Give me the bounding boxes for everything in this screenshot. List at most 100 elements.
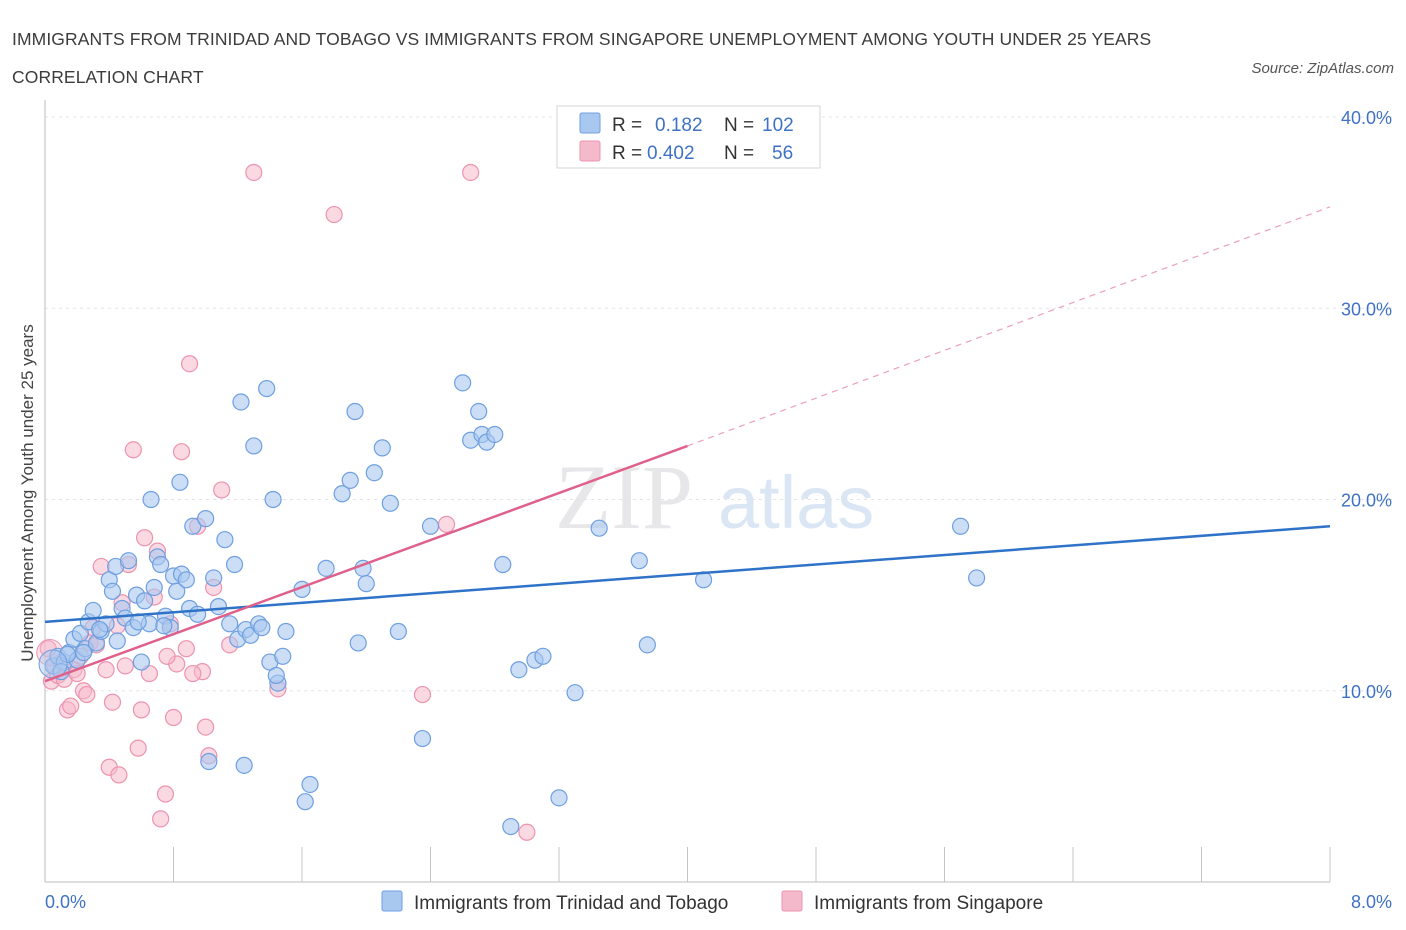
trinidad-point-9 bbox=[84, 601, 102, 620]
source-label: Source: ZipAtlas.com bbox=[1251, 60, 1394, 77]
tick-labels: 10.0% 20.0% 30.0% 40.0% 0.0% 8.0% bbox=[45, 108, 1392, 912]
bottom-legend-swatch-singapore bbox=[781, 890, 803, 912]
legend-r-value-1: 0.182 bbox=[655, 115, 703, 136]
bottom-legend-singapore: Immigrants from Singapore bbox=[814, 893, 1043, 914]
singapore-point-43 bbox=[213, 481, 231, 499]
singapore-point-53 bbox=[184, 664, 202, 683]
y-tick-label-2: 30.0% bbox=[1341, 299, 1392, 319]
trinidad-point-31 bbox=[177, 571, 195, 589]
trinidad-point-81 bbox=[550, 789, 568, 807]
singapore-point-32 bbox=[156, 785, 175, 803]
singapore-point-41 bbox=[197, 718, 215, 736]
trinidad-point-65 bbox=[373, 439, 391, 457]
trinidad-point-50 bbox=[264, 490, 282, 509]
trinidad-point-45 bbox=[245, 437, 263, 455]
trinidad-point-34 bbox=[188, 605, 207, 623]
singapore-point-22 bbox=[116, 657, 134, 675]
trinidad-point-96 bbox=[142, 490, 160, 509]
trinidad-point-69 bbox=[421, 517, 440, 535]
x-tick-label-0: 0.0% bbox=[45, 892, 86, 912]
x-tick-label-1: 8.0% bbox=[1351, 892, 1392, 912]
bottom-legend: Immigrants from Trinidad and Tobago Immi… bbox=[381, 890, 1043, 914]
bottom-legend-trinidad: Immigrants from Trinidad and Tobago bbox=[414, 893, 728, 914]
singapore-point-25 bbox=[129, 739, 147, 757]
y-axis-label: Unemployment Among Youth under 25 years bbox=[18, 324, 37, 661]
trinidad-point-14 bbox=[103, 582, 122, 600]
trinidad-point-61 bbox=[349, 634, 367, 652]
trinidad-point-48 bbox=[258, 379, 276, 398]
trinidad-point-85 bbox=[638, 636, 656, 654]
singapore-point-47 bbox=[325, 205, 343, 224]
trinidad-point-70 bbox=[454, 374, 472, 392]
singapore-point-31 bbox=[152, 810, 170, 828]
trinidad-point-101 bbox=[267, 666, 285, 685]
trinidad-point-40 bbox=[225, 555, 244, 574]
chart-title: IMMIGRANTS FROM TRINIDAD AND TOBAGO VS I… bbox=[12, 29, 1152, 87]
trinidad-point-63 bbox=[357, 575, 375, 593]
trinidad-point-38 bbox=[216, 531, 234, 549]
trinidad-point-98 bbox=[171, 473, 189, 491]
trinidad-point-91 bbox=[74, 643, 93, 662]
singapore-point-55 bbox=[110, 766, 128, 784]
trinidad-point-100 bbox=[235, 756, 253, 774]
trinidad-point-80 bbox=[534, 647, 552, 665]
legend-n-value-1: 102 bbox=[762, 115, 794, 136]
trinidad-point-78 bbox=[510, 661, 528, 679]
singapore-point-49 bbox=[437, 515, 456, 533]
singapore-point-17 bbox=[97, 661, 115, 679]
trinidad-point-23 bbox=[145, 578, 163, 597]
watermark-atlas: atlas bbox=[718, 461, 874, 544]
legend-r-value-2: 0.402 bbox=[647, 143, 695, 164]
singapore-point-51 bbox=[518, 823, 536, 841]
singapore-point-24 bbox=[124, 441, 142, 459]
trinidad-point-67 bbox=[389, 622, 407, 641]
legend-n-label-2: N = bbox=[724, 143, 754, 164]
trend-lines bbox=[44, 206, 1331, 683]
y-tick-label-0: 10.0% bbox=[1341, 682, 1392, 702]
legend-swatch-singapore bbox=[579, 140, 601, 162]
series-singapore-points bbox=[36, 163, 536, 841]
singapore-point-36 bbox=[172, 443, 191, 461]
trinidad-point-59 bbox=[341, 471, 359, 489]
legend-n-label-1: N = bbox=[724, 115, 754, 136]
trinidad-point-55 bbox=[296, 793, 314, 811]
singapore-point-50 bbox=[462, 163, 480, 182]
trinidad-point-92 bbox=[91, 620, 109, 639]
trinidad-point-21 bbox=[135, 592, 154, 610]
singapore-point-34 bbox=[164, 708, 183, 727]
trinidad-point-97 bbox=[155, 617, 173, 635]
trinidad-point-15 bbox=[108, 632, 126, 650]
singapore-point-27 bbox=[135, 529, 154, 547]
trinidad-point-20 bbox=[132, 653, 150, 671]
trinidad-point-57 bbox=[317, 559, 335, 577]
trinidad-point-82 bbox=[566, 684, 584, 702]
y-tick-label-3: 40.0% bbox=[1341, 108, 1392, 128]
singapore-point-52 bbox=[158, 647, 176, 665]
trinidad-point-64 bbox=[365, 464, 383, 482]
trinidad-point-33 bbox=[184, 517, 202, 535]
trinidad-point-83 bbox=[590, 519, 608, 537]
singapore-point-48 bbox=[413, 685, 432, 704]
stats-legend: R = 0.182 N = 102 R = 0.402 N = 56 bbox=[556, 105, 821, 169]
trinidad-point-42 bbox=[232, 393, 250, 411]
singapore-point-26 bbox=[132, 701, 150, 719]
trinidad-point-88 bbox=[968, 569, 986, 587]
trinidad-point-25 bbox=[152, 555, 170, 574]
trend-line-singapore-extension bbox=[687, 206, 1331, 447]
axes bbox=[44, 100, 1331, 883]
trinidad-point-75 bbox=[486, 425, 504, 444]
legend-swatch-trinidad bbox=[579, 112, 601, 134]
legend-r-label-2: R = bbox=[612, 143, 642, 164]
singapore-point-12 bbox=[78, 685, 96, 704]
trinidad-point-77 bbox=[502, 817, 520, 836]
trinidad-point-52 bbox=[274, 647, 292, 665]
y-tick-label-1: 20.0% bbox=[1341, 491, 1392, 511]
trinidad-point-87 bbox=[951, 517, 970, 535]
singapore-point-19 bbox=[103, 693, 122, 711]
trinidad-point-60 bbox=[346, 402, 364, 421]
singapore-point-38 bbox=[180, 355, 199, 373]
watermark-zip: ZIP bbox=[555, 446, 693, 548]
trinidad-point-68 bbox=[413, 729, 432, 748]
trinidad-point-37 bbox=[209, 597, 228, 616]
